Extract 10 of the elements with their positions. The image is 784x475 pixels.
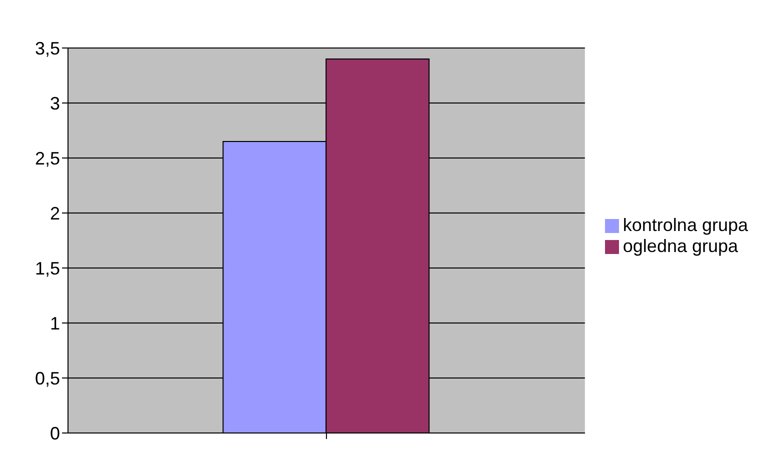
y-tick-label: 1 — [50, 313, 60, 334]
y-tick-label: 3,5 — [34, 38, 60, 58]
y-tick-label: 2,5 — [34, 148, 60, 168]
y-tick-label: 2 — [50, 203, 60, 224]
legend-label: kontrolna grupa — [622, 214, 748, 234]
y-tick-label: 1,5 — [34, 258, 60, 278]
y-tick-label: 0,5 — [34, 368, 60, 388]
y-tick-label: 0 — [50, 423, 60, 444]
y-tick-label: 3 — [50, 93, 60, 114]
legend-label: ogledna grupa — [622, 236, 738, 256]
